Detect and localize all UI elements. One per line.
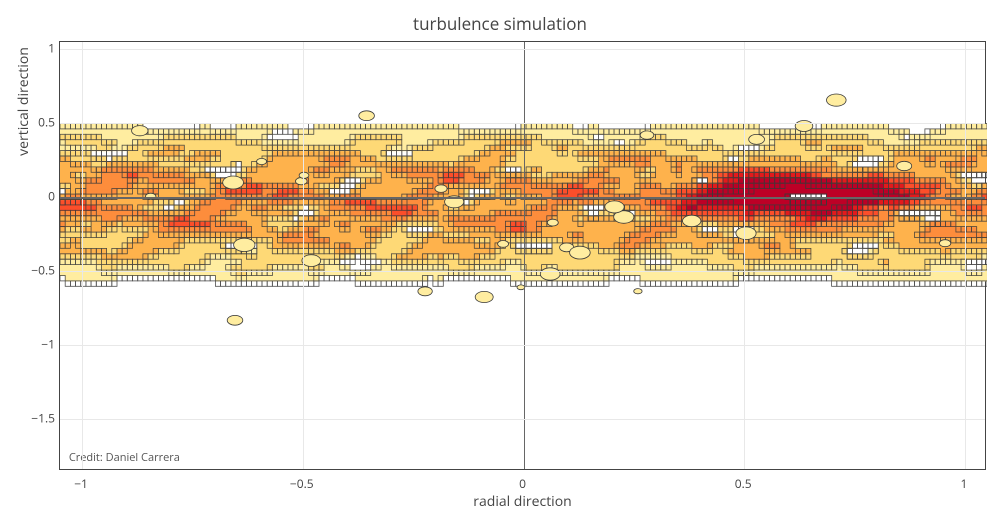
y-gridline <box>60 49 985 50</box>
x-gridline <box>965 42 966 469</box>
y-gridline <box>60 271 985 272</box>
y-tick-label: 0 <box>25 188 55 205</box>
x-gridline <box>303 42 304 469</box>
y-gridline <box>60 123 985 124</box>
y-gridline <box>60 419 985 420</box>
y-tick-label: 0.5 <box>25 114 55 131</box>
x-tick-label: 0 <box>519 475 526 492</box>
plot-area[interactable]: Credit: Daniel Carrera <box>59 41 986 470</box>
y-tick-label: −0.5 <box>25 262 55 279</box>
chart-root: turbulence simulation Credit: Daniel Car… <box>0 0 1000 500</box>
credit-annotation: Credit: Daniel Carrera <box>69 450 180 465</box>
chart-title: turbulence simulation <box>0 12 1000 35</box>
x-tick-label: 1 <box>960 475 967 492</box>
x-tick-label: 0.5 <box>735 475 752 492</box>
y-gridline <box>60 345 985 346</box>
x-gridline <box>744 42 745 469</box>
y-tick-label: −1.5 <box>25 410 55 427</box>
x-tick-label: −0.5 <box>290 475 314 492</box>
y-tick-label: 1 <box>25 40 55 57</box>
y-gridline <box>60 197 985 199</box>
x-tick-label: −1 <box>74 475 88 492</box>
y-tick-label: −1 <box>25 336 55 353</box>
x-gridline <box>524 42 526 469</box>
x-gridline <box>82 42 83 469</box>
x-axis-label: radial direction <box>59 492 986 511</box>
